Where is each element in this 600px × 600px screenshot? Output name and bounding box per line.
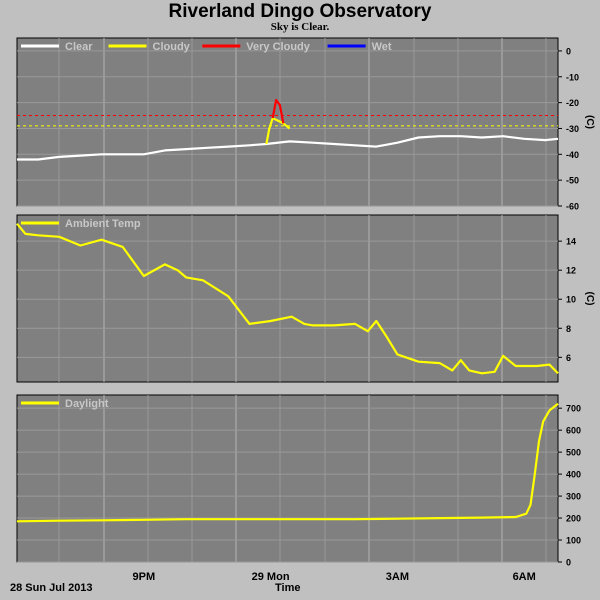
x-tick-label: 9PM xyxy=(132,571,155,583)
x-tick-label: 3AM xyxy=(386,571,409,583)
y-tick-label: -60 xyxy=(566,202,579,212)
plot-area xyxy=(16,394,559,563)
plot-area xyxy=(16,214,559,383)
y-tick-label: 0 xyxy=(566,558,571,568)
y-tick-label: -10 xyxy=(566,72,579,82)
series-line-very-cloudy xyxy=(271,98,285,124)
series-line-clear xyxy=(17,135,559,161)
y-tick-label: -50 xyxy=(566,176,579,186)
y-tick-label: 300 xyxy=(566,492,581,502)
y-tick-label: 400 xyxy=(566,470,581,480)
y-tick-label: 10 xyxy=(566,295,576,305)
sky-status: Sky is Clear. xyxy=(270,21,330,33)
legend-label: Ambient Temp xyxy=(65,218,141,230)
y-tick-label: 8 xyxy=(566,324,571,334)
chart-panel-1: 0 -10 -20 -30 -40 -50 -60 Clear Cloudy Very Cloud… xyxy=(16,37,595,212)
y-tick-label: -30 xyxy=(566,124,579,134)
y-tick-label: -40 xyxy=(566,150,579,160)
legend-label: Cloudy xyxy=(153,41,191,53)
x-axis-label: Time xyxy=(275,582,301,594)
legend-label: Very Cloudy xyxy=(246,41,310,53)
x-tick-label: 29 Mon xyxy=(252,571,290,583)
y-tick-label: 100 xyxy=(566,536,581,546)
legend-label: Wet xyxy=(372,41,392,53)
series-line-ambient-temp xyxy=(16,222,559,375)
chart-panel-3: 0 100 200 300 400 500 600 700 Daylight xyxy=(16,394,581,568)
legend-label: Clear xyxy=(65,41,93,53)
chart-panel-2: 6 8 10 12 14 Ambient Temp (C) xyxy=(16,214,595,383)
series-line-daylight xyxy=(16,402,559,523)
y-tick-label: 700 xyxy=(566,404,581,414)
date-label: 28 Sun Jul 2013 xyxy=(10,582,93,594)
page-title: Riverland Dingo Observatory xyxy=(168,1,432,22)
y-tick-label: 500 xyxy=(566,448,581,458)
y-tick-label: 6 xyxy=(566,353,571,363)
y-tick-label: 200 xyxy=(566,514,581,524)
x-tick-label: 6AM xyxy=(513,571,536,583)
y-tick-label: 14 xyxy=(566,237,576,247)
plot-area xyxy=(16,37,559,207)
y-tick-label: 600 xyxy=(566,426,581,436)
y-tick-label: -20 xyxy=(566,98,579,108)
legend-label: Daylight xyxy=(65,398,109,410)
y-axis-unit: (C) xyxy=(584,292,595,306)
y-tick-label: 12 xyxy=(566,266,576,276)
y-tick-label: 0 xyxy=(566,46,571,56)
y-axis-unit: (C) xyxy=(584,115,595,129)
